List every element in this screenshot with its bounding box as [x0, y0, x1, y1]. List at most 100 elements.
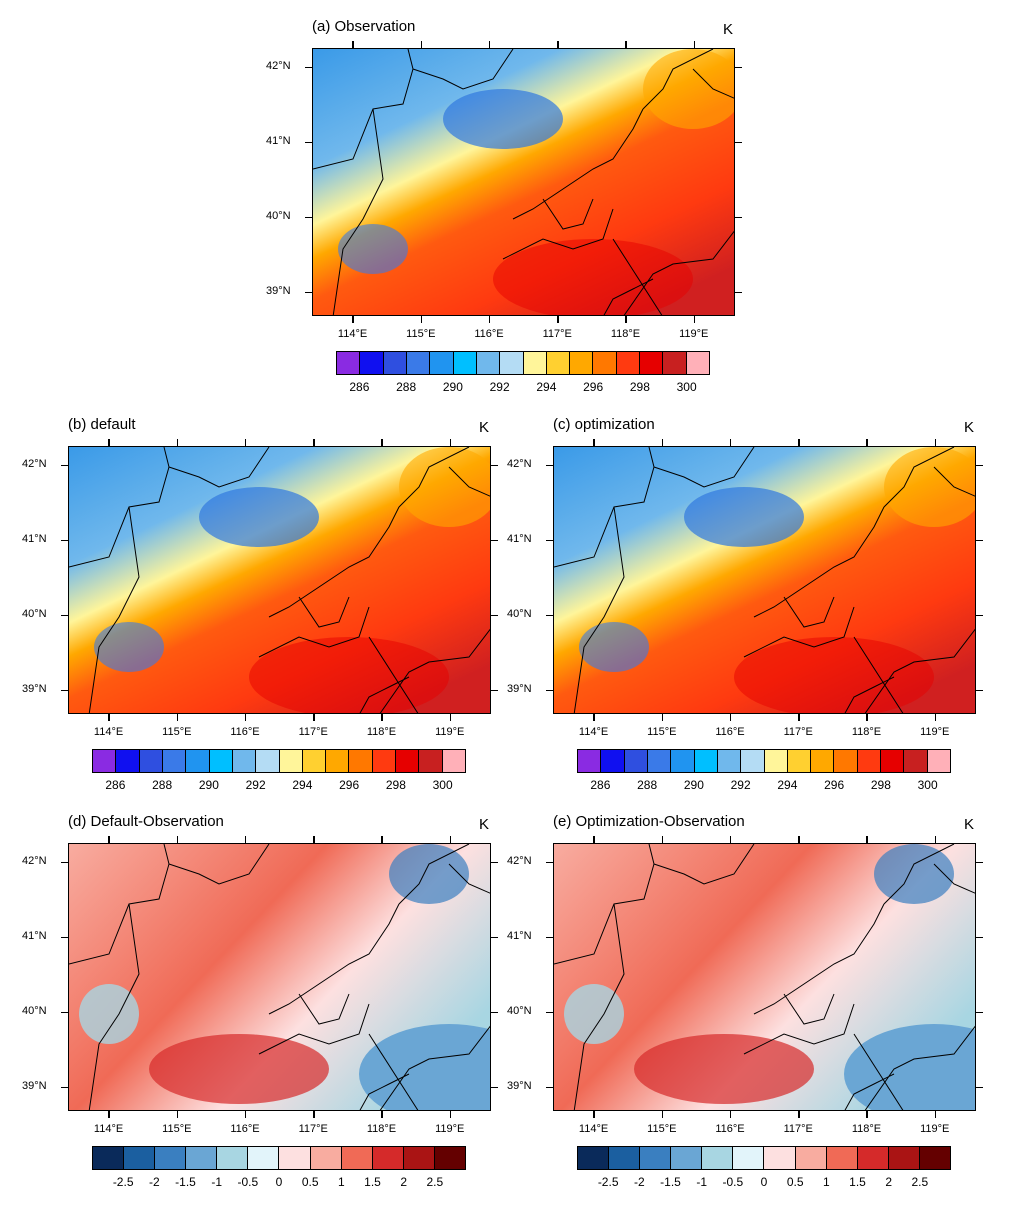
lon-tick-mark [244, 1111, 247, 1118]
colorbar-label: -1.5 [175, 1175, 196, 1189]
colorbar-label: 286 [349, 380, 370, 394]
colorbar-swatch [927, 750, 950, 772]
lon-tick-label: 114°E [93, 1123, 124, 1135]
colorbar-label: 1 [822, 1175, 830, 1189]
colorbar-label: 292 [245, 778, 266, 792]
lat-tick-mark [546, 1011, 553, 1014]
lon-tick-mark [244, 439, 247, 446]
province-borders [554, 447, 975, 713]
lat-tick-mark [305, 216, 312, 219]
lon-tick-label: 115°E [162, 726, 192, 738]
colorbar-swatch [430, 352, 454, 374]
colorbar-swatch [217, 1147, 249, 1169]
unit-label: K [964, 419, 975, 436]
lat-tick-mark [735, 216, 742, 219]
colorbar-label: 298 [870, 778, 891, 792]
unit-label: K [964, 816, 975, 833]
colorbar-swatch [546, 352, 571, 374]
colorbar-swatch [593, 352, 617, 374]
lon-tick-mark [693, 316, 696, 323]
lon-tick-mark [729, 836, 732, 843]
lon-tick-mark [381, 1111, 383, 1118]
lon-tick-mark [313, 714, 315, 721]
unit-label: K [479, 419, 490, 436]
colorbar-swatch [341, 1147, 373, 1169]
colorbar-label: 298 [629, 380, 650, 394]
colorbar-swatch [434, 1147, 465, 1169]
unit-label: K [723, 21, 734, 38]
lat-tick-mark [61, 936, 68, 939]
colorbar-label: 286 [590, 778, 611, 792]
colorbar-label: 292 [730, 778, 751, 792]
colorbar-label: 288 [396, 380, 417, 394]
lat-tick-mark [61, 689, 68, 692]
lon-tick-mark [729, 714, 732, 721]
lon-tick-label: 118°E [366, 726, 397, 738]
lon-tick-mark [176, 1111, 179, 1118]
lon-tick-label: 117°E [783, 726, 813, 738]
lat-tick-label: 39°N [22, 683, 47, 696]
colorbar-swatch [186, 1147, 218, 1169]
colorbar-swatch [857, 1147, 889, 1169]
colorbar-label: 290 [442, 380, 463, 394]
lon-tick-mark [352, 316, 354, 323]
lat-tick-mark [546, 539, 553, 542]
colorbar-label: -2.5 [112, 1175, 134, 1189]
colorbar-swatch [406, 352, 431, 374]
lon-tick-mark [866, 714, 868, 721]
lat-tick-mark [61, 1011, 68, 1014]
lon-tick-mark [449, 1111, 452, 1118]
lon-tick-mark [108, 714, 110, 721]
colorbar-label: 300 [676, 380, 697, 394]
lon-tick-label: 115°E [647, 1123, 677, 1135]
lon-tick-mark [381, 439, 383, 446]
lon-tick-label: 115°E [647, 726, 677, 738]
lon-tick-label: 117°E [298, 726, 328, 738]
colorbar-swatch [787, 750, 812, 772]
colorbar [92, 1146, 466, 1170]
lon-tick-mark [313, 1111, 315, 1118]
field-contours [554, 844, 975, 1110]
colorbar-swatch [232, 750, 257, 772]
lat-tick-label: 39°N [507, 1080, 532, 1093]
lon-tick-mark [593, 439, 595, 446]
colorbar-swatch [248, 1147, 280, 1169]
lat-tick-mark [61, 464, 68, 467]
colorbar-label: 0 [760, 1175, 768, 1189]
colorbar-label: -0.5 [237, 1175, 259, 1189]
panel-title: (e) Optimization-Observation [553, 813, 745, 830]
lat-tick-mark [491, 539, 498, 542]
colorbar-label: -2 [633, 1175, 645, 1189]
lon-tick-mark [352, 41, 354, 48]
colorbar-label: 286 [105, 778, 126, 792]
lat-tick-mark [546, 689, 553, 692]
colorbar-label: 290 [198, 778, 219, 792]
lon-tick-mark [488, 316, 491, 323]
lat-tick-mark [976, 539, 983, 542]
colorbar-label: 2 [400, 1175, 407, 1189]
lon-tick-mark [798, 836, 800, 843]
lon-tick-mark [866, 1111, 868, 1118]
lon-tick-mark [934, 439, 937, 446]
lon-tick-mark [244, 714, 247, 721]
colorbar-label: 0.5 [301, 1175, 319, 1189]
map-diff-field [553, 843, 976, 1111]
colorbar-label: -1.5 [660, 1175, 681, 1189]
colorbar-swatch [624, 750, 648, 772]
lon-tick-mark [420, 316, 423, 323]
colorbar-label: 1.5 [849, 1175, 866, 1189]
colorbar-label: 0.5 [786, 1175, 804, 1189]
lat-tick-mark [735, 66, 742, 69]
lon-tick-mark [593, 1111, 595, 1118]
colorbar-swatch [764, 1147, 796, 1169]
lat-tick-mark [491, 1011, 498, 1014]
lat-tick-mark [735, 141, 742, 144]
colorbar-swatch [337, 352, 361, 374]
lon-tick-mark [798, 439, 800, 446]
lon-tick-mark [313, 836, 315, 843]
lat-tick-mark [976, 861, 983, 864]
lon-tick-label: 119°E [679, 328, 709, 340]
lat-tick-mark [976, 464, 983, 467]
colorbar-swatch [155, 1147, 187, 1169]
